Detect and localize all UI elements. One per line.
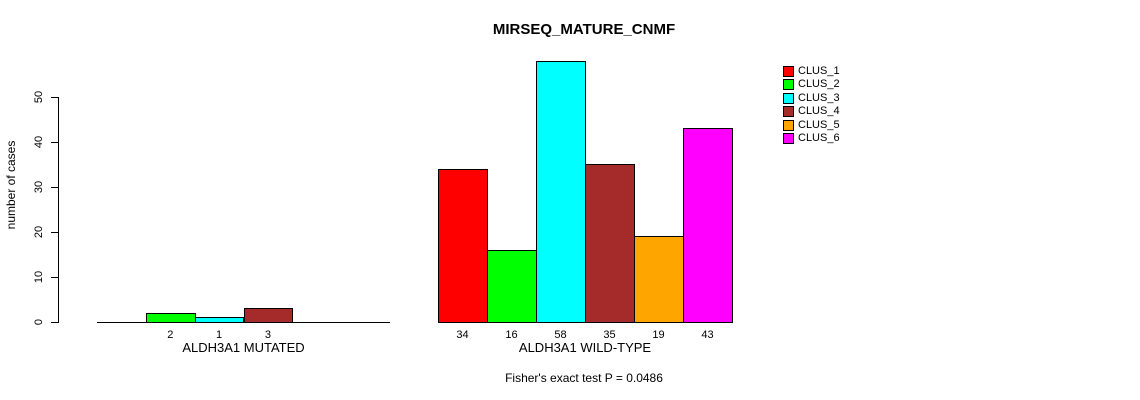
legend-label-clus_6: CLUS_6 xyxy=(798,132,840,144)
group-label-mutated: ALDH3A1 MUTATED xyxy=(182,340,305,355)
bar-value-label: 35 xyxy=(603,329,616,341)
bar-clus_3-mutated xyxy=(194,317,245,323)
legend-swatch-clus_3 xyxy=(783,92,794,104)
bar-value-label: 2 xyxy=(167,329,174,341)
legend-label-clus_5: CLUS_5 xyxy=(798,118,840,131)
annotation-text: Fisher's exact test P = 0.0486 xyxy=(505,371,663,385)
y-tick-label: 30 xyxy=(33,180,45,194)
y-tick xyxy=(51,187,58,188)
y-tick xyxy=(51,322,58,323)
legend-swatch-clus_6 xyxy=(783,133,794,144)
y-tick-label: 50 xyxy=(33,90,45,104)
bar-value-label: 58 xyxy=(554,329,567,341)
y-tick xyxy=(51,97,58,98)
bar-clus_5-wildtype xyxy=(634,236,684,323)
bar-value-label: 43 xyxy=(701,329,714,341)
bar-value-label: 1 xyxy=(216,329,223,341)
legend-swatch-clus_1 xyxy=(783,66,794,77)
bar-value-label: 19 xyxy=(652,329,665,341)
legend-label-clus_4: CLUS_4 xyxy=(798,105,840,118)
y-tick xyxy=(51,142,58,143)
y-tick-label: 0 xyxy=(33,318,45,326)
y-tick-label: 20 xyxy=(33,225,45,239)
y-axis-line xyxy=(58,97,59,323)
legend-swatch-clus_2 xyxy=(783,79,794,91)
bar-clus_1-wildtype xyxy=(438,169,488,323)
chart-title: MIRSEQ_MATURE_CNMF xyxy=(492,21,676,38)
legend-label-clus_3: CLUS_3 xyxy=(798,91,840,104)
bar-value-label: 34 xyxy=(456,329,469,341)
legend-label-clus_2: CLUS_2 xyxy=(798,78,840,91)
legend-swatch-clus_5 xyxy=(783,119,794,131)
bar-clus_3-wildtype xyxy=(536,61,586,323)
bar-clus_4-wildtype xyxy=(585,164,635,323)
bar-value-label: 3 xyxy=(264,329,271,341)
group-label-wildtype: ALDH3A1 WILD-TYPE xyxy=(518,340,652,355)
y-tick-label: 10 xyxy=(33,270,45,284)
legend-swatch-clus_4 xyxy=(783,106,794,118)
bar-clus_2-wildtype xyxy=(487,250,537,323)
bar-value-label: 16 xyxy=(505,329,518,341)
y-tick xyxy=(51,277,58,278)
bar-clus_6-wildtype xyxy=(683,128,733,323)
legend-label-clus_1: CLUS_1 xyxy=(798,65,840,77)
bar-clus_2-mutated xyxy=(145,313,196,323)
bar-clus_4-mutated xyxy=(243,308,294,323)
y-tick xyxy=(51,232,58,233)
y-tick-label: 40 xyxy=(33,135,45,149)
